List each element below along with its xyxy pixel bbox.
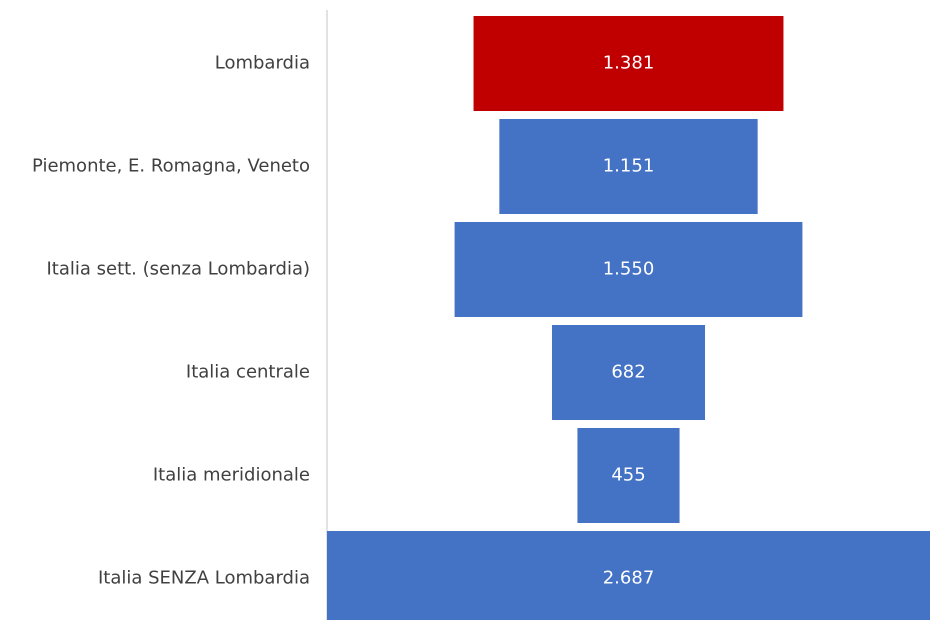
category-label: Lombardia (215, 53, 310, 74)
value-label: 2.687 (603, 568, 655, 589)
value-label: 682 (611, 362, 645, 383)
category-label: Italia centrale (186, 362, 310, 383)
funnel-bar (327, 531, 930, 620)
category-label: Piemonte, E. Romagna, Veneto (32, 156, 310, 177)
value-label: 455 (611, 465, 645, 486)
funnel-bar (577, 428, 680, 523)
value-label: 1.381 (603, 53, 655, 74)
category-label: Italia sett. (senza Lombardia) (46, 259, 310, 280)
category-label: Italia SENZA Lombardia (98, 568, 310, 589)
value-label: 1.550 (603, 259, 655, 280)
funnel-bar (499, 119, 758, 214)
value-label: 1.151 (603, 156, 655, 177)
funnel-bar (551, 325, 706, 420)
funnel-bar (454, 222, 803, 317)
category-label: Italia meridionale (153, 465, 310, 486)
funnel-bar (473, 16, 784, 111)
